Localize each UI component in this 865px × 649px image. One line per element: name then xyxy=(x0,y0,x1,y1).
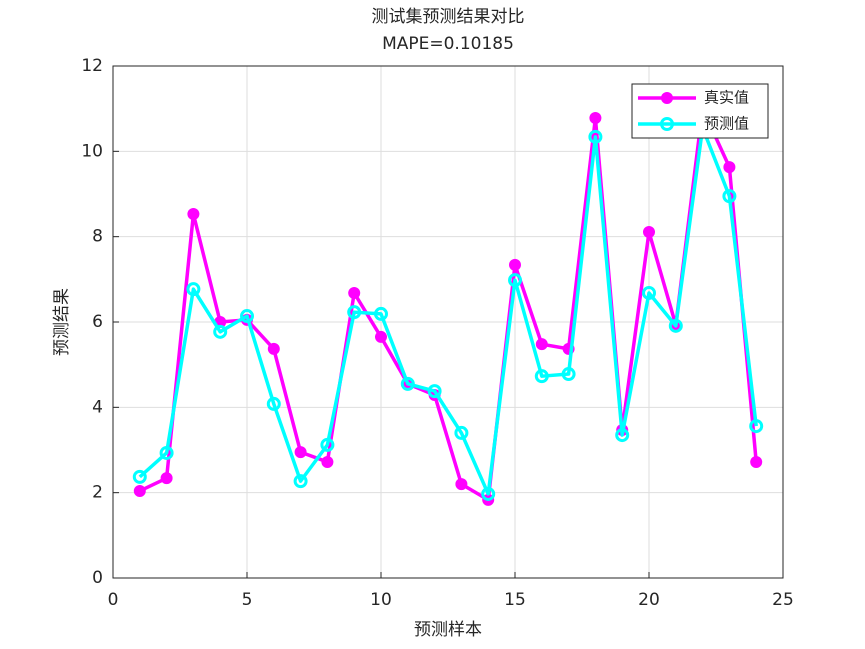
data-point xyxy=(534,369,549,384)
data-point xyxy=(132,469,147,484)
data-point xyxy=(375,330,387,343)
x-tick-label: 25 xyxy=(772,590,794,610)
data-point xyxy=(455,478,468,491)
legend-label: 预测值 xyxy=(704,115,749,133)
data-point xyxy=(668,318,683,333)
data-point xyxy=(159,445,174,460)
y-tick-label: 12 xyxy=(81,56,103,76)
data-point xyxy=(187,208,200,221)
data-point xyxy=(266,396,281,411)
data-point xyxy=(454,425,469,440)
data-point xyxy=(240,309,254,324)
data-point xyxy=(508,273,522,288)
data-point xyxy=(133,484,146,497)
y-tick-label: 6 xyxy=(92,312,103,332)
data-point xyxy=(427,384,442,399)
data-point xyxy=(320,437,335,452)
data-point xyxy=(400,376,415,391)
data-point xyxy=(642,285,656,300)
y-tick-label: 10 xyxy=(81,141,103,161)
legend-marker xyxy=(660,117,674,131)
data-point xyxy=(267,342,280,355)
data-point xyxy=(348,286,361,299)
x-tick-label: 5 xyxy=(242,590,253,610)
data-point xyxy=(321,455,334,468)
data-point xyxy=(589,112,602,125)
data-point xyxy=(481,486,496,501)
data-point xyxy=(347,305,362,320)
y-tick-label: 2 xyxy=(92,483,103,503)
data-point xyxy=(588,129,603,144)
data-point xyxy=(294,446,307,459)
data-point xyxy=(561,367,576,382)
data-point xyxy=(160,472,173,485)
x-axis-label: 预测样本 xyxy=(414,620,482,640)
x-tick-label: 0 xyxy=(108,590,119,610)
data-point xyxy=(722,189,737,204)
legend-label: 真实值 xyxy=(704,89,749,107)
data-point xyxy=(535,338,548,351)
y-tick-label: 4 xyxy=(92,397,103,417)
x-tick-label: 10 xyxy=(370,590,392,610)
data-point xyxy=(749,419,764,434)
data-point xyxy=(509,258,521,271)
x-tick-label: 20 xyxy=(638,590,660,610)
data-point xyxy=(213,324,228,339)
x-tick-label: 15 xyxy=(504,590,526,610)
axes-box xyxy=(112,65,784,579)
data-point xyxy=(293,474,308,489)
chart-title: 测试集预测结果对比 xyxy=(372,7,525,27)
data-point xyxy=(374,306,388,321)
data-point xyxy=(750,455,763,468)
data-point xyxy=(643,225,655,238)
data-point xyxy=(186,282,201,297)
y-tick-label: 8 xyxy=(92,227,103,247)
y-axis-label: 预测结果 xyxy=(52,288,72,356)
legend-box xyxy=(631,83,769,139)
data-point xyxy=(615,428,630,443)
chart-subtitle: MAPE=0.10185 xyxy=(382,34,514,54)
data-point xyxy=(723,161,736,174)
y-tick-label: 0 xyxy=(92,568,103,588)
legend-marker xyxy=(661,92,673,104)
